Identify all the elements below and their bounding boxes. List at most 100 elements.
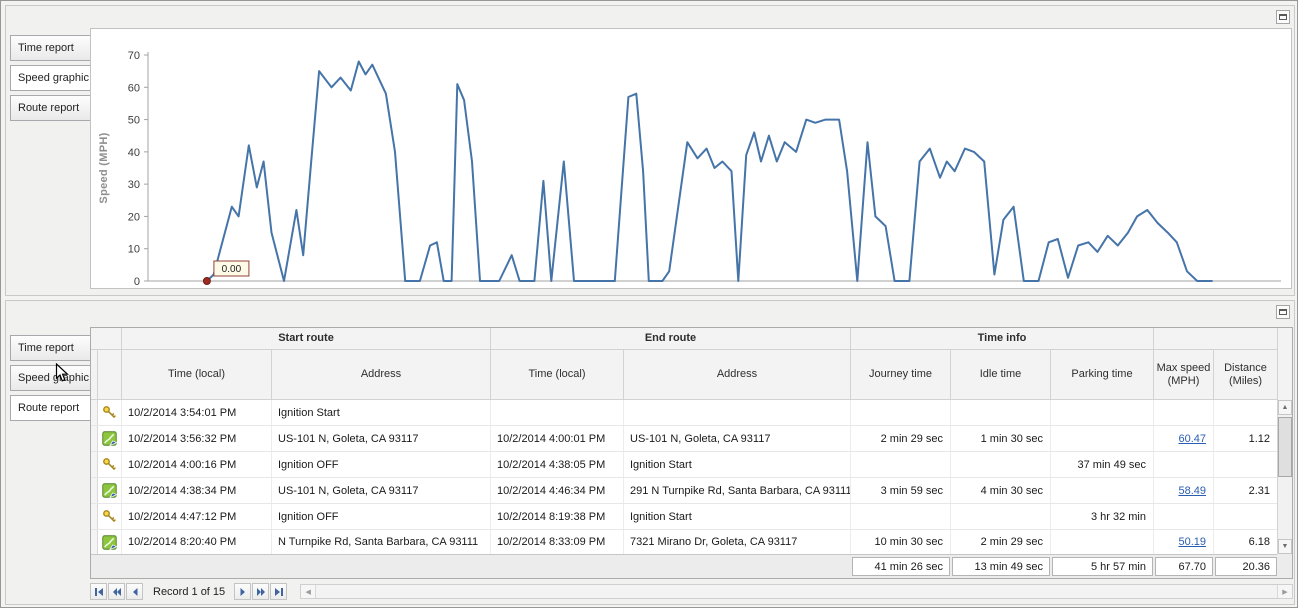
max-speed-cell — [1154, 504, 1214, 529]
tab-speed-graphic[interactable]: Speed graphic — [10, 65, 92, 91]
top-panel-collapse-button[interactable] — [1276, 10, 1290, 24]
row-indicator — [91, 530, 98, 554]
bottom-panel-collapse-button[interactable] — [1276, 305, 1290, 319]
journey-time-cell: 10 min 30 sec — [851, 530, 951, 554]
column-group-blank — [1154, 328, 1278, 350]
key-icon — [103, 406, 116, 419]
first-record-icon — [94, 587, 103, 596]
tab-route-report[interactable]: Route report — [10, 95, 92, 121]
scroll-left-button[interactable]: ◀ — [301, 585, 317, 598]
row-indicator — [91, 400, 98, 425]
end-address-cell: 291 N Turnpike Rd, Santa Barbara, CA 931… — [624, 478, 851, 503]
speed-line-chart: 0 10 20 30 40 50 60 70 Speed (MPH) 0.00 — [98, 50, 1281, 288]
mouse-cursor — [55, 363, 69, 382]
arrow-up-icon: ▲ — [1281, 404, 1289, 411]
speed-graphic-panel: Time report Speed graphic Route report 0 10… — [5, 5, 1295, 296]
route-grid: Start route End route Time info Time (loca… — [90, 327, 1293, 579]
previous-record-button[interactable] — [126, 583, 143, 600]
table-row[interactable]: 10/2/2014 3:54:01 PM Ignition Start — [91, 400, 1292, 426]
max-speed-link[interactable]: 50.19 — [1178, 536, 1206, 548]
end-time-cell: 10/2/2014 8:19:38 PM — [491, 504, 624, 529]
distance-cell — [1214, 452, 1278, 477]
next-record-button[interactable] — [234, 583, 252, 600]
start-address-cell: N Turnpike Rd, Santa Barbara, CA 93111 — [272, 530, 491, 554]
max-speed-link[interactable]: 58.49 — [1178, 484, 1206, 497]
record-navigator: Record 1 of 15 ◀ ▶ — [90, 582, 1293, 601]
start-time-cell: 10/2/2014 3:56:32 PM — [122, 426, 272, 451]
column-group-time-info[interactable]: Time info — [851, 328, 1154, 350]
y-tick-label: 70 — [128, 50, 140, 62]
row-indicator — [91, 478, 98, 503]
summary-blank-cell — [624, 555, 851, 578]
vertical-scrollbar-thumb[interactable] — [1278, 417, 1292, 477]
row-type-icon-cell — [98, 530, 122, 554]
table-row[interactable]: 10/2/2014 4:47:12 PM Ignition OFF 10/2/201… — [91, 504, 1292, 530]
tab-time-report[interactable]: Time report — [10, 335, 92, 361]
summary-blank-cell — [122, 555, 272, 578]
summary-parking-time: 5 hr 57 min — [1052, 557, 1153, 576]
column-group-end-route[interactable]: End route — [491, 328, 851, 350]
horizontal-scrollbar[interactable]: ◀ ▶ — [300, 584, 1293, 599]
first-record-button[interactable] — [90, 583, 107, 600]
arrow-left-icon: ◀ — [305, 588, 311, 596]
table-row[interactable]: 10/2/2014 3:56:32 PM US-101 N, Goleta, CA… — [91, 426, 1292, 452]
end-address-cell: US-101 N, Goleta, CA 93117 — [624, 426, 851, 451]
distance-cell — [1214, 504, 1278, 529]
end-address-cell: 7321 Mirano Dr, Goleta, CA 93117 — [624, 530, 851, 554]
column-header-address[interactable]: Address — [624, 350, 851, 400]
start-address-cell: Ignition OFF — [272, 504, 491, 529]
max-speed-cell — [1154, 400, 1214, 425]
column-header-journey-time[interactable]: Journey time — [851, 350, 951, 400]
grid-summary: 41 min 26 sec 13 min 49 sec 5 hr 57 min 67.… — [91, 554, 1292, 578]
scroll-up-button[interactable]: ▲ — [1278, 400, 1292, 415]
summary-journey-time: 41 min 26 sec — [852, 557, 950, 576]
column-header-max-speed-mph[interactable]: Max speed (MPH) — [1154, 350, 1214, 400]
tab-time-report[interactable]: Time report — [10, 35, 92, 61]
key-icon — [103, 510, 116, 523]
start-time-cell: 10/2/2014 3:54:01 PM — [122, 400, 272, 425]
y-tick-label: 10 — [128, 244, 140, 256]
previous-page-button[interactable] — [108, 583, 125, 600]
column-header-idle-time[interactable]: Idle time — [951, 350, 1051, 400]
tab-speed-graphic[interactable]: Speed graphic — [10, 365, 92, 391]
y-tick-label: 0 — [134, 276, 140, 288]
row-type-icon-cell — [98, 504, 122, 529]
table-row[interactable]: 10/2/2014 4:00:16 PM Ignition OFF 10/2/201… — [91, 452, 1292, 478]
distance-cell: 2.31 — [1214, 478, 1278, 503]
last-record-button[interactable] — [270, 583, 288, 600]
column-header-time-local[interactable]: Time (local) — [491, 350, 624, 400]
summary-blank-cell — [491, 555, 624, 578]
speed-chart-area: 0 10 20 30 40 50 60 70 Speed (MPH) 0.00 — [90, 28, 1292, 289]
column-header-time-local[interactable]: Time (local) — [122, 350, 272, 400]
max-speed-link[interactable]: 60.47 — [1178, 432, 1206, 445]
parking-time-cell: 3 hr 32 min — [1051, 504, 1154, 529]
scroll-right-button[interactable]: ▶ — [1277, 585, 1292, 598]
distance-cell — [1214, 400, 1278, 425]
scroll-down-button[interactable]: ▼ — [1278, 539, 1292, 554]
top-report-tabstrip: Time report Speed graphic Route report — [10, 35, 92, 125]
journey-time-cell: 3 min 59 sec — [851, 478, 951, 503]
tab-route-report[interactable]: Route report — [10, 395, 92, 421]
distance-cell: 6.18 — [1214, 530, 1278, 554]
arrow-down-icon: ▼ — [1281, 543, 1289, 550]
column-header-address[interactable]: Address — [272, 350, 491, 400]
end-address-cell: Ignition Start — [624, 504, 851, 529]
column-group-start-route[interactable]: Start route — [122, 328, 491, 350]
table-row[interactable]: 10/2/2014 8:20:40 PM N Turnpike Rd, Santa… — [91, 530, 1292, 554]
start-time-cell: 10/2/2014 8:20:40 PM — [122, 530, 272, 554]
y-tick-label: 50 — [128, 115, 140, 127]
end-time-cell: 10/2/2014 8:33:09 PM — [491, 530, 624, 554]
y-tick-label: 20 — [128, 211, 140, 223]
vertical-scrollbar[interactable]: ▲ ▼ — [1277, 400, 1292, 554]
row-type-icon-cell — [98, 452, 122, 477]
column-header-parking-time[interactable]: Parking time — [1051, 350, 1154, 400]
start-point-marker — [202, 277, 211, 285]
column-header-indicator — [91, 350, 98, 400]
column-header-distance-miles[interactable]: Distance (Miles) — [1214, 350, 1278, 400]
start-time-cell: 10/2/2014 4:38:34 PM — [122, 478, 272, 503]
summary-blank-cell — [98, 555, 122, 578]
record-position-label: Record 1 of 15 — [153, 585, 226, 598]
next-page-button[interactable] — [252, 583, 270, 600]
max-speed-cell: 60.47 — [1154, 426, 1214, 451]
table-row[interactable]: 10/2/2014 4:38:34 PM US-101 N, Goleta, CA… — [91, 478, 1292, 504]
